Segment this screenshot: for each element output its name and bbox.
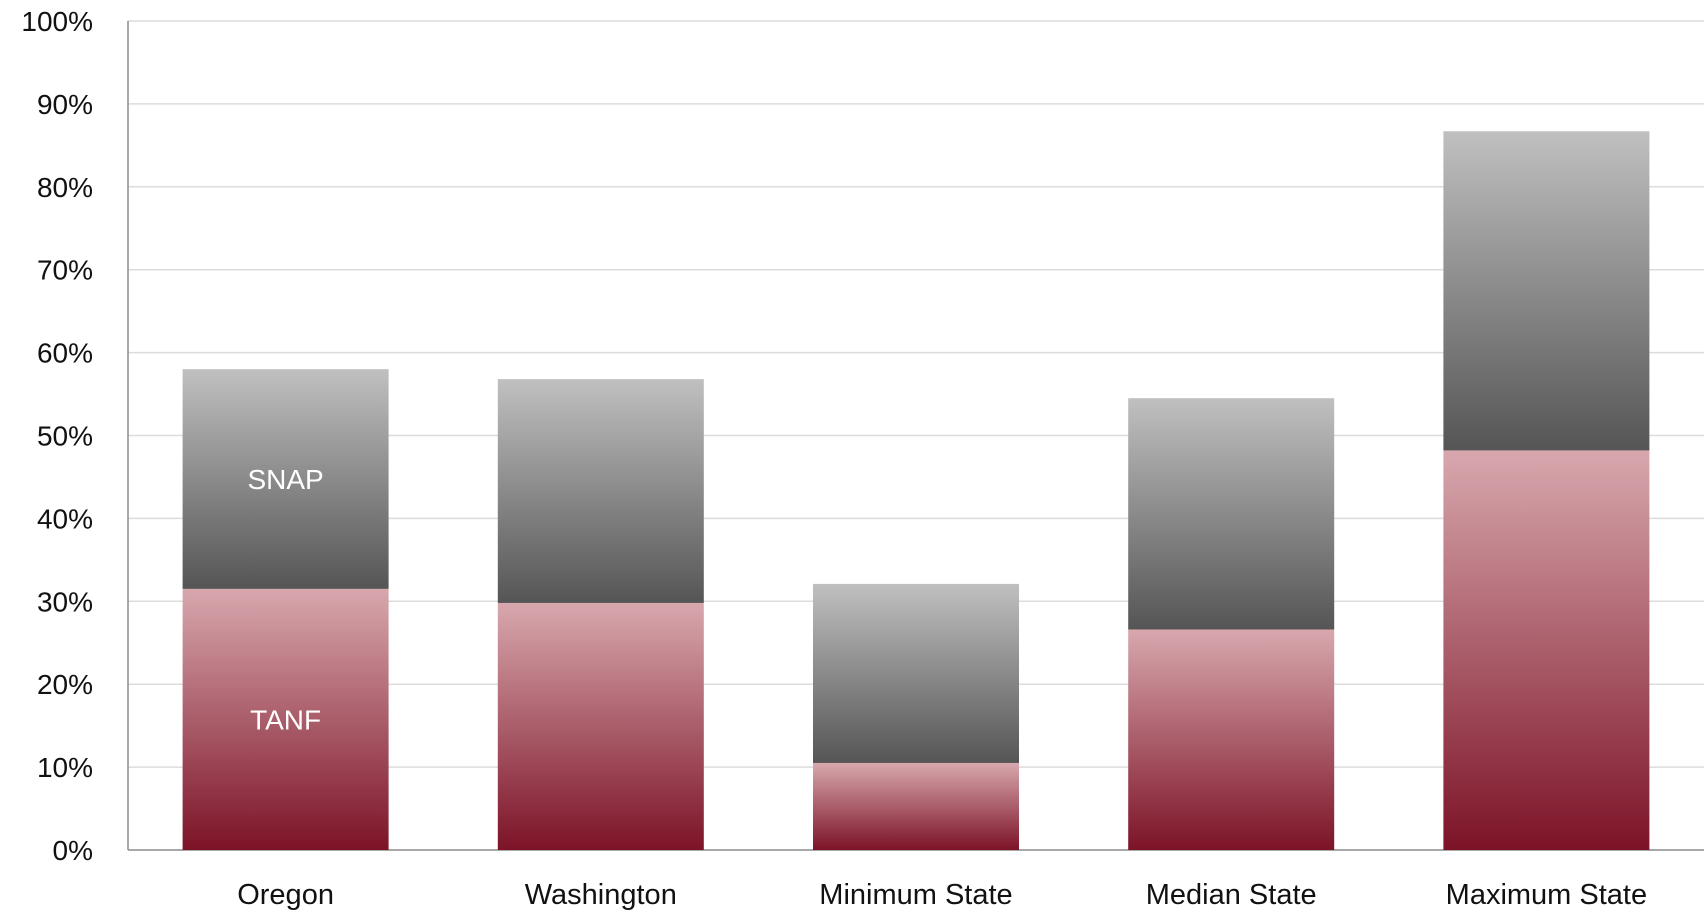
labels: TANF SNAP Oregon Washington Minimum State Med… bbox=[237, 464, 1647, 911]
y-tick-label: 50% bbox=[37, 421, 93, 452]
y-tick-label: 70% bbox=[37, 255, 93, 286]
bar-tanf-oregon bbox=[182, 588, 389, 850]
y-tick-label: 40% bbox=[37, 503, 93, 534]
bar-snap-oregon bbox=[182, 369, 389, 589]
bar-tanf-maximum-state bbox=[1443, 450, 1650, 850]
series-label-tanf: TANF bbox=[250, 704, 321, 735]
bar-tanf-washington bbox=[497, 602, 704, 850]
bar-snap-washington bbox=[497, 379, 704, 603]
x-tick-label: Median State bbox=[1146, 879, 1317, 911]
x-tick-label: Maximum State bbox=[1446, 879, 1647, 911]
y-tick-label: 60% bbox=[37, 338, 93, 369]
x-tick-label: Oregon bbox=[237, 879, 334, 911]
axes: 0% 10% 20% 30% 40% 50% 60% 70% 80% 90% 100% bbox=[21, 6, 1704, 866]
y-tick-label: 90% bbox=[37, 89, 93, 120]
bar-snap-maximum-state bbox=[1443, 131, 1650, 451]
bar-tanf-minimum-state bbox=[813, 762, 1019, 850]
bar-snap-minimum-state bbox=[813, 583, 1019, 763]
y-tick-label: 20% bbox=[37, 669, 93, 700]
y-tick-label: 30% bbox=[37, 586, 93, 617]
y-tick-label: 0% bbox=[53, 835, 93, 866]
y-tick-label: 80% bbox=[37, 172, 93, 203]
x-tick-label: Washington bbox=[525, 879, 677, 911]
series-label-snap: SNAP bbox=[247, 464, 323, 495]
bar-snap-median-state bbox=[1128, 398, 1335, 630]
y-tick-label: 100% bbox=[21, 6, 93, 37]
y-tick-label: 10% bbox=[37, 752, 93, 783]
bars bbox=[182, 131, 1650, 850]
bar-tanf-median-state bbox=[1128, 629, 1335, 850]
x-tick-label: Minimum State bbox=[819, 879, 1012, 911]
gridlines bbox=[128, 20, 1704, 768]
